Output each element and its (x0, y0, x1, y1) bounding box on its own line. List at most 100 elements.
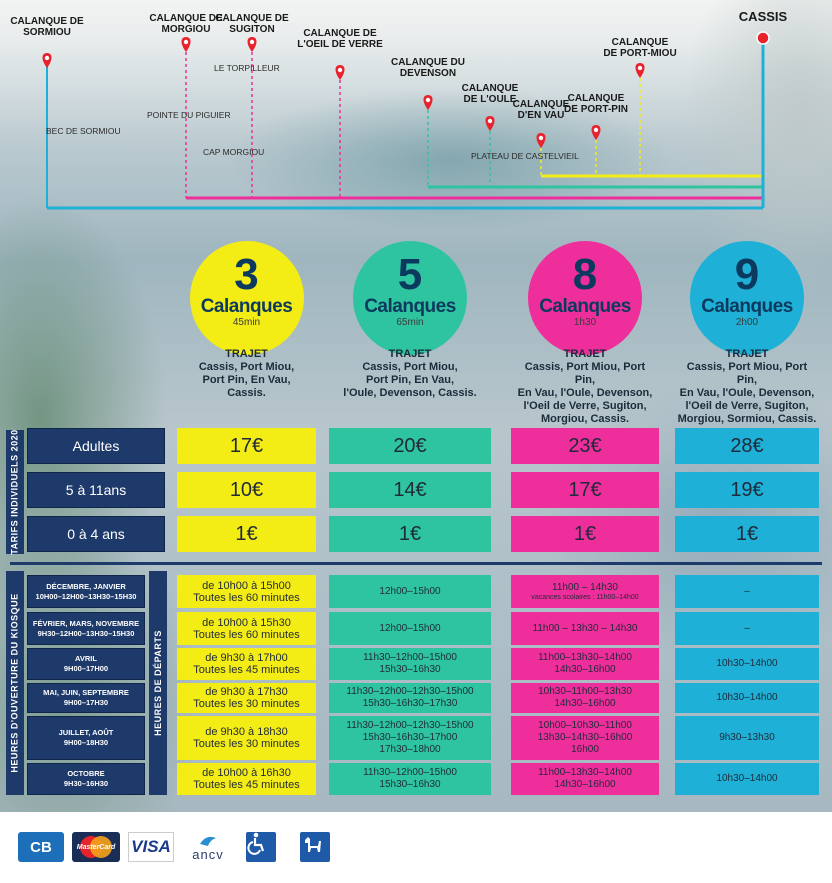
kiosque-vertical-label: HEURES D'OUVERTURE DU KIOSQUE (6, 571, 24, 795)
tour-label: Calanques (539, 296, 631, 317)
departure-line: Toutes les 45 minutes (193, 779, 300, 791)
kiosque-months: DÉCEMBRE, JANVIER (46, 581, 126, 591)
departure-cell: de 10h00 à 15h00 Toutes les 60 minutes (177, 575, 316, 608)
departure-cell: 11h30–12h00–15h00 15h30–16h30 (329, 648, 491, 680)
place-label-portpin: CALANQUE DE PORT-PIN (564, 93, 628, 115)
price-cell: 1€ (675, 516, 819, 552)
place-label-line: CALANQUE (567, 93, 625, 104)
kiosque-months: OCTOBRE (67, 769, 105, 778)
kiosque-months: MAI, JUIN, SEPTEMBRE (43, 688, 129, 697)
departure-cell: 11h00 – 14h30 vacances scolaires : 11h00–… (511, 575, 659, 608)
place-label-line: CALANQUE DU (391, 57, 465, 68)
departure-line: 11h00 – 14h30 (552, 581, 618, 593)
point-piguier: POINTE DU PIGUIER (147, 110, 231, 120)
departure-line: vacances scolaires : 11h00–14h00 (531, 593, 639, 601)
price-cell: 17€ (177, 428, 316, 464)
kiosque-hours-label: AVRIL 9H00–17H00 (27, 648, 145, 680)
map-pin-icon (635, 63, 645, 78)
departure-line: 10h30–11h00–13h30 (538, 686, 632, 697)
point-bec-sormiou: BEC DE SORMIOU (46, 126, 121, 136)
departure-line: 15h30–16h30 (379, 664, 441, 675)
price-cell: 1€ (511, 516, 659, 552)
departure-cell: 11h30–12h00–12h30–15h00 15h30–16h30–17h00… (329, 716, 491, 760)
trajet-line: Morgiou, Cassis. (540, 413, 630, 425)
trajet-line: Cassis, Port Miou, Port Pin, (686, 361, 808, 386)
tour-duration: 1h30 (573, 317, 597, 328)
price-cell: 1€ (177, 516, 316, 552)
place-label-line: CALANQUE DE (303, 28, 377, 39)
place-label-line: CALANQUE DE (149, 13, 223, 24)
departure-line: 10h00–10h30–11h00 (538, 720, 632, 731)
place-label-line: DE PORT-MIOU (603, 48, 677, 59)
price-cell: 23€ (511, 428, 659, 464)
price-cell: 20€ (329, 428, 491, 464)
departure-line: 14h30–16h00 (554, 664, 616, 675)
point-torpilleur: LE TORPILLEUR (214, 63, 280, 73)
departure-line: Toutes les 60 minutes (193, 628, 300, 641)
departure-line: 10h30–14h00 (716, 773, 778, 784)
place-label-line: CALANQUE (512, 99, 570, 110)
trajet-line: Port Pin, En Vau, (202, 374, 291, 386)
departure-cell: de 9h30 à 18h30 Toutes les 30 minutes (177, 716, 316, 760)
trajet-line: En Vau, l'Oule, Devenson, (517, 387, 653, 399)
departure-cell: 11h00–13h30–14h00 14h30–16h00 (511, 648, 659, 680)
tour-duration: 45min (232, 317, 261, 328)
departure-line: – (744, 622, 750, 634)
trajet-9: TRAJET Cassis, Port Miou, Port Pin, En Vau… (677, 348, 817, 426)
departure-cell: 11h00 – 13h30 – 14h30 (511, 612, 659, 645)
departure-line: 11h00–13h30–14h00 (538, 767, 632, 778)
point-cap-morgiou: CAP MORGIOU (203, 147, 265, 157)
trajet-5: TRAJET Cassis, Port Miou, Port Pin, En Vau… (340, 348, 480, 400)
departure-cell: 10h30–14h00 (675, 648, 819, 680)
wheelchair-icon (246, 832, 276, 862)
departure-line: 12h00–15h00 (379, 622, 441, 634)
departure-cell: – (675, 575, 819, 608)
tour-label: Calanques (364, 296, 456, 317)
departure-line: de 10h00 à 15h30 (202, 616, 291, 629)
departure-line: 14h30–16h00 (554, 779, 616, 790)
place-label-line: SORMIOU (23, 27, 71, 38)
departure-cell: de 9h30 à 17h30 Toutes les 30 minutes (177, 683, 316, 713)
departure-line: de 10h00 à 15h00 (202, 579, 291, 592)
sea-area (170, 70, 730, 250)
place-label-oeil: CALANQUE DE L'OEIL DE VERRE (297, 28, 383, 50)
departure-cell: de 10h00 à 15h30 Toutes les 60 minutes (177, 612, 316, 645)
dog-icon (300, 832, 330, 862)
trajet-line: Cassis, Port Miou, (198, 361, 295, 373)
tour-duration: 2h00 (735, 317, 759, 328)
ancv-logo: ancv (180, 832, 236, 862)
route-map (42, 31, 770, 210)
tarifs-vertical-label: TARIFS INDIVIDUELS 2020 (6, 429, 24, 555)
mastercard-logo: MasterCard (72, 832, 120, 862)
section-divider (10, 562, 822, 565)
kiosque-hours-label: JUILLET, AOÛT 9H00–18H30 (27, 716, 145, 760)
visa-logo: VISA (128, 832, 174, 862)
trajet-line: l'Oule, Devenson, Cassis. (343, 387, 477, 399)
place-label-line: DEVENSON (399, 68, 457, 79)
place-label-line: CASSIS (738, 9, 788, 24)
departure-cell: 10h30–14h00 (675, 763, 819, 795)
place-label-line: DE PORT-PIN (564, 104, 628, 115)
tour-label: Calanques (701, 296, 793, 317)
place-label-line: DE L'OULE (463, 94, 517, 105)
departure-line: 11h30–12h00–12h30–15h00 (346, 686, 474, 697)
kiosque-hours: 9H30–16H30 (63, 779, 109, 788)
kiosque-hours-label: FÉVRIER, MARS, NOVEMBRE 9H30–12H00–13H30–… (27, 612, 145, 645)
place-label-portmiou: CALANQUE DE PORT-MIOU (603, 37, 676, 59)
place-label-devenson: CALANQUE DU DEVENSON (391, 57, 465, 79)
departure-line: de 9h30 à 17h30 (205, 686, 288, 698)
departure-line: Toutes les 45 minutes (193, 664, 300, 676)
place-label-line: CALANQUE (611, 37, 669, 48)
departure-line: 15h30–16h30 (379, 779, 441, 790)
departure-line: 11h00–13h30–14h00 (538, 652, 632, 663)
place-label-line: L'OEIL DE VERRE (297, 39, 383, 50)
map-pin-icon (536, 133, 546, 148)
tour-number: 9 (734, 250, 760, 299)
ancv-bird-icon (200, 836, 216, 846)
place-label-sormiou: CALANQUE DE SORMIOU (10, 16, 83, 38)
cb-logo: CB (18, 832, 64, 862)
departure-line: de 10h00 à 16h30 (202, 767, 291, 779)
tour-circle-9: 9 Calanques 2h00 (690, 241, 804, 355)
kiosque-hours: 9H00–17H30 (63, 698, 109, 707)
departure-line: 10h30–14h00 (716, 658, 778, 669)
